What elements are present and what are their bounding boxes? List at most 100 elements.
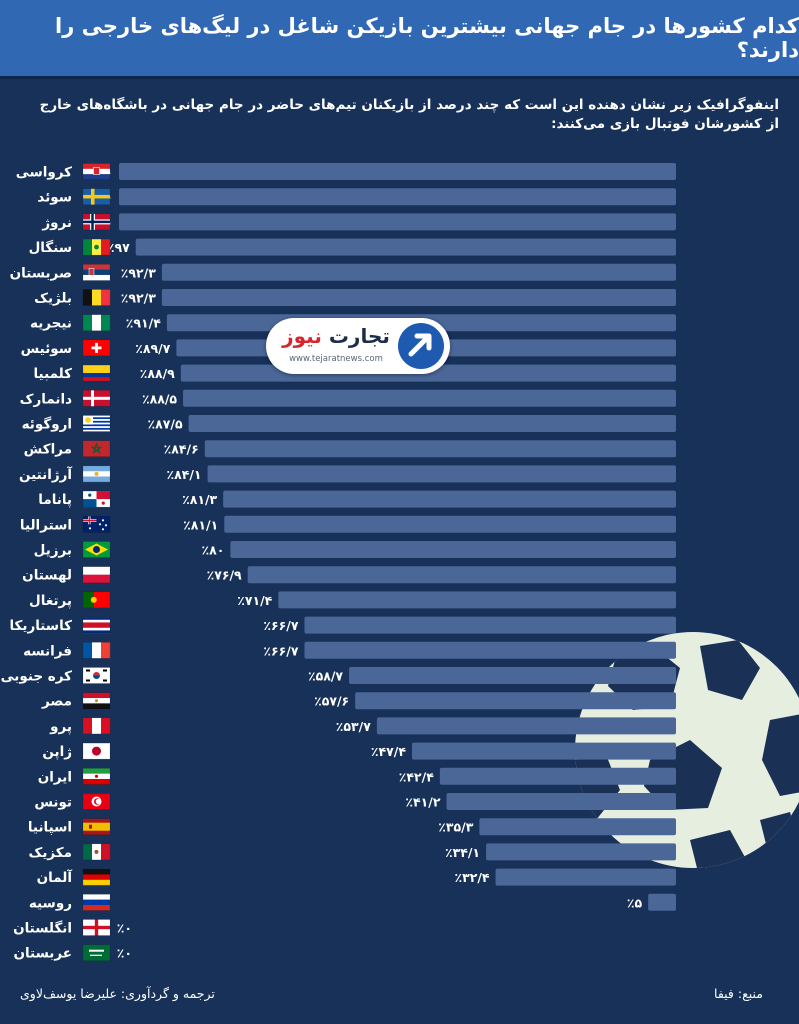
value-label: ٪۹۱/۴ [126,316,161,331]
bar [304,641,676,659]
bar [119,163,676,180]
bar [230,541,676,558]
country-label: عربستان [13,946,72,962]
country-label: روسیه [29,895,72,911]
logo-url: www.tejaratnews.com [289,354,383,364]
value-label: ٪۸۴/۱ [166,467,201,482]
england-flag-icon [82,919,111,936]
bar [223,490,676,508]
country-label: سوئد [37,190,72,206]
poland-flag-icon [82,566,111,583]
bar [119,213,676,231]
egypt-flag-icon [82,692,111,709]
country-label: برزیل [34,543,72,559]
croatia-flag-icon [82,163,111,180]
senegal-flag-icon [82,238,111,256]
russia-flag-icon [82,894,111,911]
bar [355,692,676,710]
serbia-flag-icon [82,264,111,281]
peru-flag-icon [82,717,111,735]
france-flag-icon [82,642,111,659]
bar [376,717,676,735]
colombia-flag-icon [82,364,111,382]
saudi-arabia-flag-icon [82,944,111,961]
argentina-flag-icon [82,465,111,483]
country-label: پاناما [38,492,72,508]
value-label: ٪۴۱/۲ [405,795,440,810]
value-label: ٪۹۲/۳ [121,291,156,306]
country-label: صربستان [10,265,72,281]
value-label: ٪۹۷ [107,240,130,255]
bar [446,793,676,810]
bar [495,868,676,886]
country-label: اروگوئه [22,416,72,433]
costa-rica-flag-icon [82,616,111,634]
tejaratnews-logo: تجارت نیوز www.tejaratnews.com [266,318,450,374]
bar [224,515,676,533]
value-label: ٪۵۷/۶ [314,694,349,709]
country-label: انگلستان [13,920,72,937]
logo-name: تجارت نیوز [280,324,392,348]
bar [648,893,676,911]
country-label: مصر [41,694,72,710]
value-label: ٪۸۸/۵ [142,391,177,406]
bar [247,566,677,584]
country-label: آرژانتین [19,466,72,483]
country-label: سنگال [29,239,72,256]
bar [207,465,677,483]
spain-flag-icon [82,818,111,835]
bar [486,843,676,861]
australia-flag-icon [82,516,111,533]
value-label: ٪۵۸/۷ [308,669,343,684]
iran-flag-icon [82,768,111,785]
value-label: ٪۶۶/۷ [263,643,298,658]
nigeria-flag-icon [82,314,111,331]
country-label: بلژیک [34,291,72,307]
belgium-flag-icon [82,289,111,306]
country-label: پرو [49,719,72,735]
bar [411,742,676,760]
value-label: ٪۸۸/۹ [140,366,175,381]
bar [183,389,676,407]
value-label: ٪۸۴/۶ [164,442,199,457]
country-label: نروژ [41,215,72,231]
value-label: ٪۵ [627,895,643,910]
bar [204,440,676,458]
bar [349,667,676,684]
source-text: منبع: فیفا [714,986,763,1001]
header-banner: کدام کشورها در جام جهانی بیشترین بازیکن … [0,0,799,76]
value-label: ٪۰ [117,946,132,961]
bar [119,188,676,206]
tejaratnews-logo-icon [398,323,444,369]
country-label: ایران [38,769,72,785]
value-label: ٪۸۱/۱ [183,517,218,532]
value-label: ٪۶۶/۷ [263,618,298,633]
country-label: پرتغال [29,593,72,609]
tunisia-flag-icon [82,793,111,810]
country-label: مراکش [24,442,72,458]
morocco-flag-icon [82,440,111,457]
page-title: کدام کشورها در جام جهانی بیشترین بازیکن … [55,14,799,62]
value-label: ٪۴۷/۴ [371,744,406,759]
value-label: ٪۵۳/۷ [336,719,371,734]
country-label: اسپانیا [28,820,72,836]
bar [135,238,676,256]
sweden-flag-icon [82,188,111,205]
value-label: ٪۸۰ [202,543,225,558]
country-label: کاستاریکا [9,618,72,634]
country-label: آلمان [37,869,73,886]
country-label: کره جنوبی [1,669,72,685]
portugal-flag-icon [82,591,111,609]
bar [161,289,676,306]
germany-flag-icon [82,868,111,886]
south-korea-flag-icon [82,667,111,684]
switzerland-flag-icon [82,339,111,357]
country-label: کرواسی [16,165,72,181]
value-label: ٪۸۹/۷ [135,341,170,356]
value-label: ٪۰ [117,921,132,936]
value-label: ٪۴۲/۴ [399,769,434,784]
logo-name-part1: تجارت [328,324,390,348]
country-label: لهستان [22,568,72,584]
country-label: ژاپن [42,744,72,760]
bar [278,591,676,609]
